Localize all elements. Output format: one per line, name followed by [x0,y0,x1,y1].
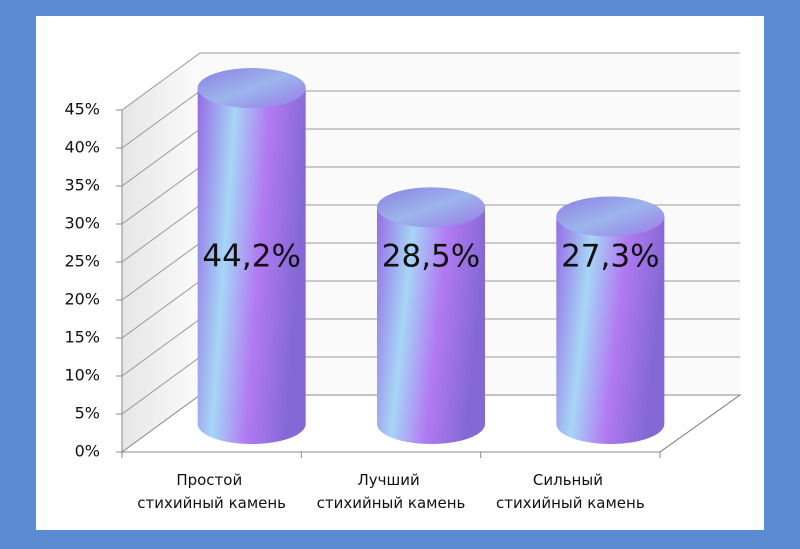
x-tick-label: Простой стихийный камень [137,471,286,512]
y-tick-label: 25% [64,252,100,271]
y-tick-label: 35% [64,176,100,195]
cylinder-top [197,68,306,109]
cylinder [556,196,665,444]
cylinder-top [377,187,485,228]
side-wall [122,53,200,452]
y-tick-label: 0% [75,442,100,461]
floor-edge [659,394,741,453]
cylinder-top [556,196,665,237]
y-tick-label: 45% [64,100,100,119]
y-tick-label: 40% [64,138,100,157]
data-label: 44,2% [202,239,300,275]
y-tick-label: 20% [64,290,100,309]
y-tick-label: 30% [64,214,100,233]
y-tick-label: 15% [64,328,100,347]
data-label: 27,3% [561,239,659,275]
data-label: 28,5% [382,239,480,275]
cylinder [197,68,306,444]
y-tick-label: 10% [64,366,100,385]
grid-line [121,52,740,111]
x-tick-label: Лучший стихийный камень [317,471,466,512]
y-tick-label: 5% [75,404,100,423]
x-tick-label: Сильный стихийный камень [496,471,645,512]
cylinder [377,187,485,444]
